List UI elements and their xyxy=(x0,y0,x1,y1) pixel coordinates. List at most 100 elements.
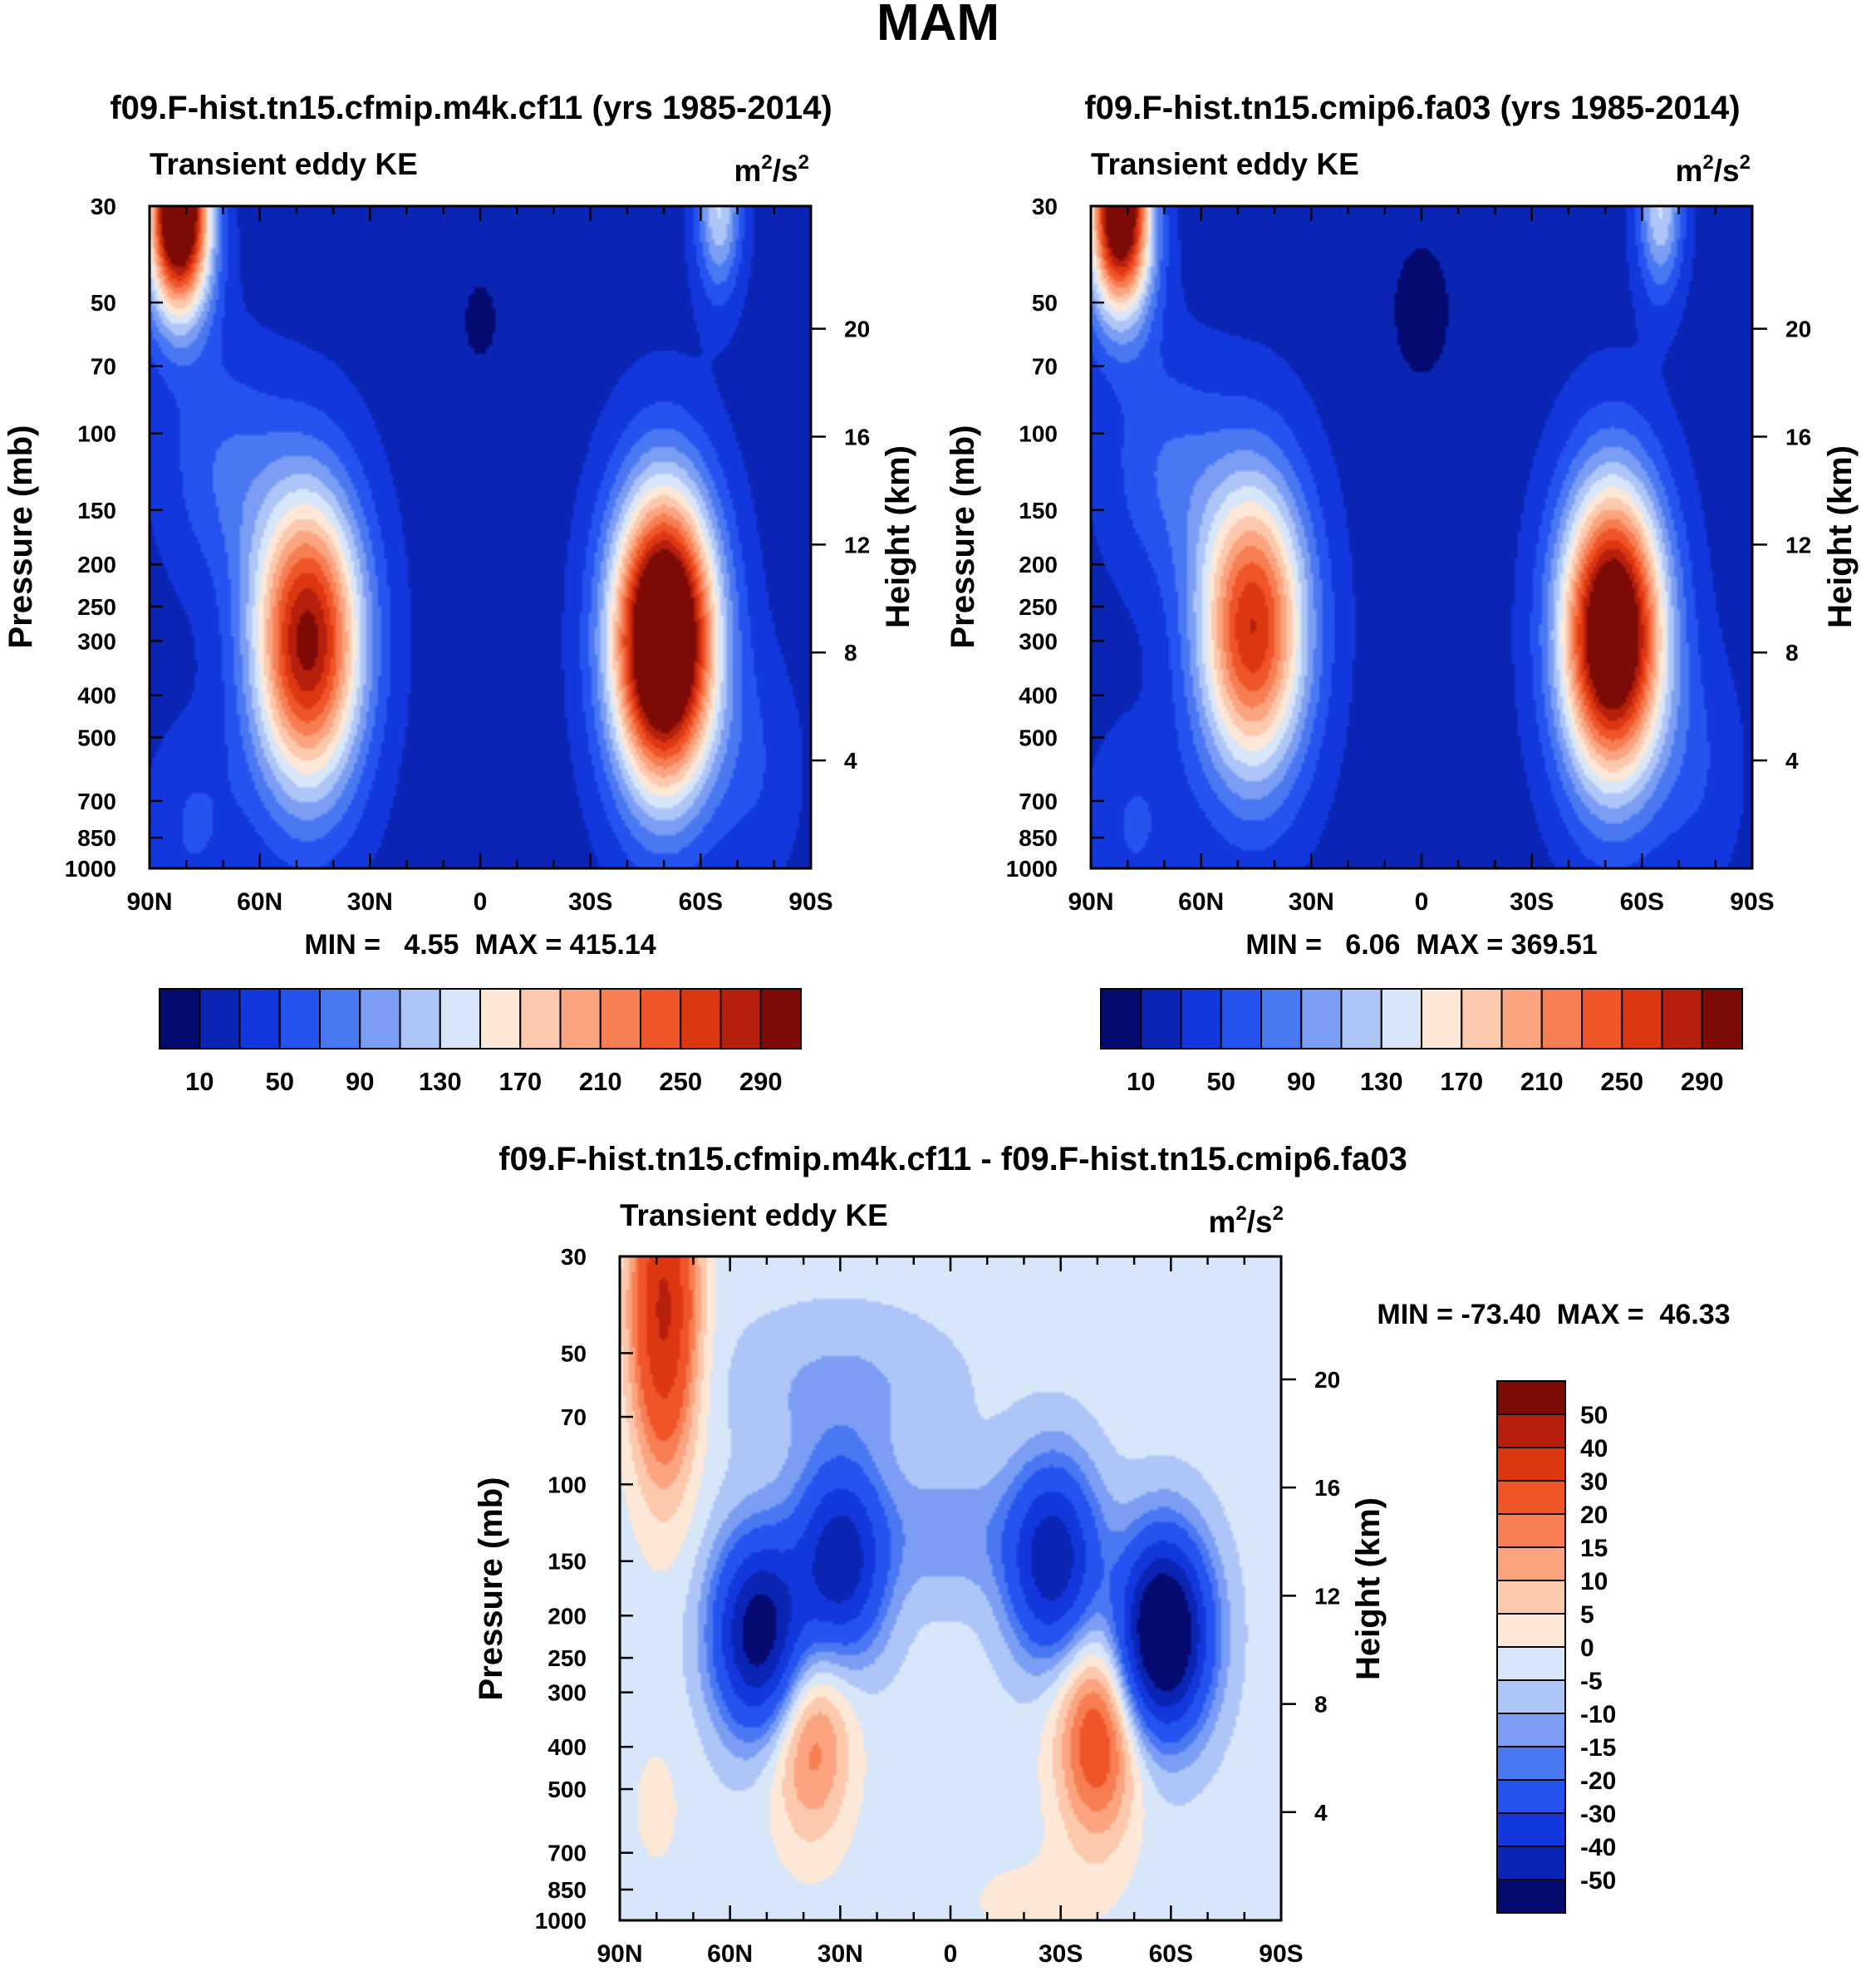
colorbar-box xyxy=(359,988,401,1049)
y-tick-label: 1000 xyxy=(535,1908,587,1934)
y-right-tick-label: 16 xyxy=(1785,424,1811,450)
colorbar: 10 50 90 130 170 210 250 290 xyxy=(1100,988,1743,1096)
colorbar-box xyxy=(1496,1480,1566,1515)
colorbar-box xyxy=(1496,1546,1566,1581)
colorbar-box xyxy=(319,988,361,1049)
x-tick-label: 60N xyxy=(237,888,282,916)
colorbar-box xyxy=(1180,988,1222,1049)
colorbar-box xyxy=(1581,988,1623,1049)
colorbar-label: 30 xyxy=(1580,1468,1608,1496)
colorbar-label: 50 xyxy=(1580,1402,1608,1429)
colorbar-box xyxy=(1496,1447,1566,1482)
contour-field xyxy=(620,1256,1281,1920)
colorbar-box xyxy=(519,988,562,1049)
y-right-tick-label: 20 xyxy=(1785,317,1811,342)
y-right-tick-label: 8 xyxy=(1314,1692,1328,1718)
x-tick-label: 90N xyxy=(597,1940,642,1968)
colorbar-label: 0 xyxy=(1580,1634,1594,1662)
colorbar-box xyxy=(1540,988,1583,1049)
variable-label: Transient eddy KE xyxy=(1091,147,1359,181)
colorbar-box xyxy=(199,988,241,1049)
x-tick-label: 0 xyxy=(474,888,488,916)
colorbar-label: -30 xyxy=(1580,1801,1616,1828)
colorbar-box xyxy=(1496,1646,1566,1681)
y-tick-label: 1000 xyxy=(1006,856,1058,882)
colorbar-label: 40 xyxy=(1580,1435,1608,1462)
y-right-tick-label: 8 xyxy=(844,640,857,666)
y-axis-right-label: Height (km) xyxy=(1350,1497,1387,1680)
variable-label: Transient eddy KE xyxy=(620,1198,888,1232)
contour-field xyxy=(150,206,811,868)
units-label: m2/s2 xyxy=(1209,1202,1284,1239)
colorbar-box xyxy=(1496,1413,1566,1448)
colorbar-box xyxy=(1300,988,1343,1049)
y-tick-label: 500 xyxy=(77,725,116,750)
y-right-tick-label: 12 xyxy=(1785,532,1811,558)
x-tick-label: 0 xyxy=(1415,888,1429,916)
y-right-tick-label: 16 xyxy=(844,424,870,450)
y-right-tick-label: 4 xyxy=(1314,1800,1328,1826)
colorbar-box xyxy=(1496,1679,1566,1714)
colorbar-box xyxy=(1496,1846,1566,1880)
y-tick-label: 50 xyxy=(561,1340,587,1366)
x-tick-label: 90S xyxy=(1259,1940,1303,1968)
colorbar-label: 50 xyxy=(266,1067,294,1096)
y-axis-label: Pressure (mb) xyxy=(945,425,981,649)
colorbar-label: 50 xyxy=(1207,1067,1235,1096)
x-tick-label: 60S xyxy=(1149,1940,1193,1968)
colorbar-label: -20 xyxy=(1580,1767,1616,1795)
colorbar-box xyxy=(1421,988,1463,1049)
panel-title: f09.F-hist.tn15.cmip6.fa03 (yrs 1985-201… xyxy=(1084,90,1740,126)
colorbar-box xyxy=(238,988,281,1049)
y-axis-right: 20 16 12 8 4 xyxy=(811,317,870,774)
colorbar-box xyxy=(1661,988,1703,1049)
y-tick-label: 300 xyxy=(1019,628,1058,654)
panel-title: f09.F-hist.tn15.cfmip.m4k.cf11 - f09.F-h… xyxy=(498,1141,1407,1177)
x-tick-label: 60N xyxy=(1178,888,1224,916)
colorbar-box xyxy=(439,988,481,1049)
y-tick-label: 300 xyxy=(77,628,116,654)
colorbar-box xyxy=(1380,988,1422,1049)
panel-difference: f09.F-hist.tn15.cfmip.m4k.cf11 - f09.F-h… xyxy=(473,1141,1731,1968)
colorbar-label: 130 xyxy=(419,1067,462,1096)
colorbar-label: -50 xyxy=(1580,1867,1616,1895)
colorbar-label: -40 xyxy=(1580,1834,1616,1861)
y-tick-label: 400 xyxy=(77,683,116,709)
x-tick-label: 60S xyxy=(1620,888,1664,916)
colorbar-label: 210 xyxy=(579,1067,622,1096)
colorbar-label: 250 xyxy=(659,1067,702,1096)
min-max-text: MIN = -73.40 MAX = 46.33 xyxy=(1377,1299,1730,1330)
colorbar-label: 10 xyxy=(1127,1067,1155,1096)
x-tick-label: 30N xyxy=(1289,888,1334,916)
y-tick-label: 850 xyxy=(1019,825,1058,851)
y-tick-label: 200 xyxy=(77,552,116,578)
colorbar-label: 15 xyxy=(1580,1535,1608,1562)
y-tick-label: 50 xyxy=(91,290,116,316)
colorbar-label: 10 xyxy=(185,1067,214,1096)
colorbar-box xyxy=(1496,1879,1566,1914)
y-tick-label: 250 xyxy=(1019,594,1058,620)
colorbar-box xyxy=(1496,1713,1566,1748)
colorbar-box xyxy=(159,988,201,1049)
y-tick-label: 70 xyxy=(1032,354,1058,380)
y-tick-label: 250 xyxy=(548,1645,587,1671)
x-tick-label: 60S xyxy=(679,888,723,916)
y-right-tick-label: 4 xyxy=(1785,748,1799,774)
colorbar-box xyxy=(1461,988,1503,1049)
y-axis-right-label: Height (km) xyxy=(880,445,916,628)
y-tick-label: 500 xyxy=(548,1777,587,1802)
colorbar-label: 290 xyxy=(739,1067,783,1096)
y-axis: 30 50 70 100 150 200 250 300 400 500 700 850 1000 xyxy=(1006,194,1104,882)
x-tick-label: 90S xyxy=(788,888,832,916)
y-tick-label: 100 xyxy=(1019,421,1058,447)
x-axis: 90N 60N 30N 0 30S 60S 90S xyxy=(597,1256,1304,1968)
x-tick-label: 90S xyxy=(1730,888,1774,916)
y-tick-label: 700 xyxy=(548,1841,587,1866)
units-label: m2/s2 xyxy=(734,151,809,188)
colorbar: 10 50 90 130 170 210 250 290 xyxy=(159,988,802,1096)
x-tick-label: 30S xyxy=(1510,888,1554,916)
y-tick-label: 400 xyxy=(1019,683,1058,709)
y-axis-right: 20 16 12 8 4 xyxy=(1281,1367,1340,1826)
colorbar-label: 90 xyxy=(1287,1067,1315,1096)
